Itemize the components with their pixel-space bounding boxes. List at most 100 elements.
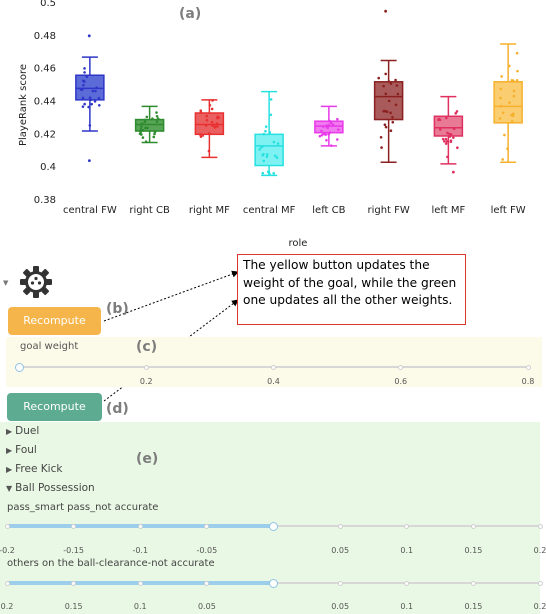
section-label: Duel (15, 425, 40, 437)
triangle-right-icon: ▶ (6, 465, 13, 474)
slider-stop[interactable] (537, 523, 543, 529)
data-point (201, 134, 205, 137)
slider-stop[interactable] (4, 523, 10, 529)
data-point (198, 133, 202, 136)
box-left-mf (433, 95, 464, 174)
data-point (327, 133, 330, 136)
slider-stop[interactable] (71, 580, 77, 586)
outlier-point (384, 9, 388, 13)
data-point (455, 110, 459, 113)
data-point (394, 103, 398, 107)
data-point (259, 145, 263, 149)
slider-stop[interactable] (537, 580, 543, 586)
slider-stop[interactable] (337, 523, 343, 529)
data-point (88, 124, 92, 127)
data-point (452, 136, 455, 139)
y-tick-label: 0.42 (34, 129, 56, 140)
data-point (261, 171, 265, 175)
data-point (266, 170, 270, 174)
data-point (441, 137, 445, 141)
data-point (83, 102, 86, 106)
y-tick-label: 0.48 (34, 31, 56, 42)
data-point (336, 117, 339, 121)
panel-label-b: (b) (106, 301, 129, 317)
slider-stop[interactable] (404, 523, 410, 529)
slider-stop[interactable] (271, 364, 276, 370)
slider-stop[interactable] (404, 580, 410, 586)
data-point (446, 155, 449, 159)
data-point (387, 99, 391, 103)
playerank-boxplot: 0.38 0.4 0.42 0.44 0.46 0.48 0.5 central FW rig… (18, 0, 526, 249)
data-point (264, 125, 268, 129)
data-point (258, 148, 261, 151)
recompute-weights-button[interactable]: Recompute (7, 393, 102, 421)
slider-stop[interactable] (137, 523, 143, 529)
slider-stop[interactable] (143, 364, 149, 370)
slider-tick-label: -0.15 (63, 546, 84, 555)
data-point (272, 140, 276, 144)
x-tick-label: right CB (129, 205, 170, 216)
slider-label-smart-pass: pass_smart pass_not accurate (7, 502, 159, 513)
data-point (265, 153, 269, 156)
slider-stop[interactable] (137, 580, 143, 586)
slider-tick-label: 0.05 (197, 602, 216, 611)
recompute-goal-button[interactable]: Recompute (8, 307, 101, 335)
data-point (510, 120, 514, 123)
slider-stop[interactable] (204, 580, 210, 586)
slider-stop[interactable] (525, 364, 531, 370)
outlier-point (87, 159, 91, 163)
triangle-down-icon: ▼ (6, 484, 13, 493)
data-point (320, 129, 323, 133)
slider-stop[interactable] (4, 580, 10, 586)
data-point (83, 67, 86, 70)
x-tick-label: left CB (312, 205, 345, 216)
data-point (383, 123, 387, 127)
data-point (79, 88, 83, 91)
gear-icon[interactable] (20, 266, 52, 298)
section-foul[interactable]: ▶ Foul (6, 444, 37, 456)
data-point (326, 126, 329, 130)
slider-stop[interactable] (71, 523, 77, 529)
data-point (377, 76, 380, 80)
y-tick-label: 0.4 (40, 162, 56, 173)
section-free-kick[interactable]: ▶ Free Kick (6, 463, 62, 475)
slider-handle[interactable] (269, 521, 278, 531)
data-point (139, 130, 142, 134)
data-point (83, 71, 86, 74)
triangle-down-icon[interactable]: ▼ (3, 279, 9, 287)
data-point (216, 125, 219, 128)
data-point (438, 128, 442, 131)
data-point (90, 102, 93, 106)
slider-stop[interactable] (470, 580, 476, 586)
data-point (85, 75, 89, 79)
data-point (276, 142, 280, 145)
data-point (387, 80, 391, 83)
slider-handle[interactable] (269, 578, 278, 588)
slider-stop[interactable] (398, 364, 404, 370)
data-point (318, 134, 322, 138)
data-point (501, 111, 505, 115)
data-point (515, 51, 519, 55)
slider-tick-label: 0.05 (331, 602, 350, 611)
slider-handle[interactable] (14, 362, 24, 372)
data-point (379, 135, 383, 139)
slider-stop[interactable] (470, 523, 476, 529)
box-central-fw (75, 34, 105, 163)
data-point (268, 172, 271, 176)
data-point (268, 131, 272, 134)
slider-label-clearance: others on the ball-clearance-not accurat… (7, 558, 215, 569)
data-point (515, 78, 519, 82)
data-point (449, 133, 453, 136)
data-point (210, 107, 214, 111)
section-ball-possession[interactable]: ▼ Ball Possession (6, 482, 95, 494)
data-point (501, 158, 504, 161)
data-point (499, 104, 503, 108)
slider-stop[interactable] (337, 580, 343, 586)
y-axis-title: PlayeRank score (18, 64, 29, 146)
section-duel[interactable]: ▶ Duel (6, 425, 39, 437)
box-left-fw (493, 43, 523, 163)
slider-stop[interactable] (204, 523, 210, 529)
data-point (205, 114, 209, 118)
data-point (508, 64, 511, 68)
box-left-cb (314, 105, 344, 147)
